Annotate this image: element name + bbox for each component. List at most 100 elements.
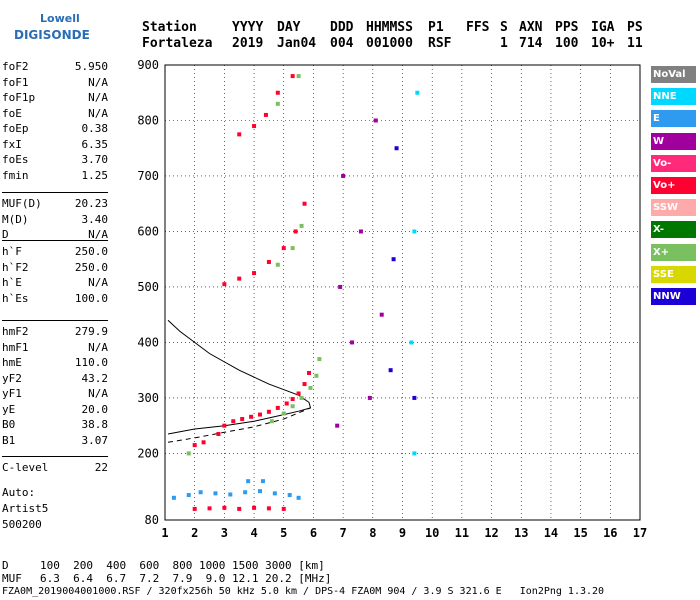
param-value: 20.0 — [81, 402, 109, 416]
x-tick-label: 5 — [280, 526, 287, 540]
data-point — [302, 201, 307, 206]
auto-code: 500200 — [2, 518, 42, 531]
data-point — [367, 395, 372, 400]
header-value: 004 — [330, 36, 354, 51]
header-label: PPS — [555, 20, 579, 35]
param-name: foE — [2, 106, 22, 120]
header-label: P1 — [428, 20, 444, 35]
data-point — [266, 259, 271, 264]
param-row: D N/A — [2, 228, 108, 245]
param-row: h`E N/A — [2, 276, 108, 293]
data-point — [275, 101, 280, 106]
param-value: N/A — [88, 387, 108, 400]
param-name: foEs — [2, 153, 29, 166]
x-tick-label: 8 — [369, 526, 376, 540]
data-point — [290, 246, 295, 251]
data-point — [258, 412, 262, 417]
data-point — [296, 74, 301, 79]
param-row: fxI 6.35 — [2, 138, 108, 155]
data-point — [284, 401, 289, 406]
param-row: h`F 250.0 — [2, 245, 108, 262]
data-point — [213, 491, 218, 496]
data-point — [296, 391, 301, 396]
y-tick-label: 700 — [137, 169, 159, 183]
param-name: C-level — [2, 461, 49, 474]
param-separator — [2, 240, 108, 241]
param-value: 279.9 — [74, 325, 108, 338]
x-tick-label: 12 — [484, 526, 498, 540]
param-separator — [2, 320, 108, 321]
digisonde-logo: Lowell DIGISONDE — [4, 6, 90, 46]
y-tick-label: 300 — [137, 391, 159, 405]
header-label: DAY — [277, 20, 301, 35]
x-tick-label: 9 — [399, 526, 406, 540]
legend-item: E — [651, 110, 696, 128]
x-tick-label: 14 — [544, 526, 558, 540]
param-value: 20.23 — [74, 197, 108, 210]
data-point — [171, 495, 176, 500]
distance-values: 100 200 400 600 800 1000 1500 3000 [km] — [40, 559, 325, 572]
header-label: FFS — [466, 20, 490, 35]
data-point — [281, 506, 286, 511]
param-name: yF1 — [2, 387, 22, 400]
param-value: N/A — [88, 340, 108, 354]
data-point — [266, 409, 271, 414]
data-point — [201, 440, 206, 445]
header-label: YYYY — [232, 20, 264, 35]
data-point — [192, 443, 197, 448]
param-name: h`F2 — [2, 260, 29, 274]
x-tick-label: 1 — [161, 526, 168, 540]
auto-label: Auto: — [2, 486, 36, 499]
param-name: M(D) — [2, 212, 29, 226]
data-point — [412, 395, 417, 400]
param-row: hmF2 279.9 — [2, 325, 108, 342]
data-point — [222, 423, 227, 428]
data-point — [249, 414, 254, 419]
x-tick-label: 17 — [633, 526, 647, 540]
data-point — [269, 419, 274, 424]
param-name: hmF2 — [2, 325, 29, 338]
legend-item: Vo+ — [651, 177, 696, 194]
param-name: h`E — [2, 276, 22, 289]
param-name: fxI — [2, 137, 22, 151]
x-tick-label: 11 — [455, 526, 469, 540]
header-value: RSF — [428, 36, 452, 51]
legend-item: NNW — [651, 288, 696, 305]
param-name: hmF1 — [2, 340, 29, 354]
legend-item: X+ — [651, 243, 696, 261]
param-value: 100.0 — [74, 291, 108, 305]
param-row: fmin 1.25 — [2, 169, 108, 186]
data-point — [409, 340, 414, 345]
header-value: Fortaleza — [142, 36, 213, 51]
header-value: Jan04 — [277, 36, 317, 51]
data-point — [263, 112, 268, 117]
param-name: foF2 — [2, 60, 29, 73]
header-value: 001000 — [366, 36, 413, 51]
data-point — [222, 282, 227, 287]
param-value: 5.950 — [74, 60, 108, 73]
header-value: 714 — [519, 36, 543, 51]
legend-item: NNE — [651, 88, 696, 106]
data-point — [314, 373, 319, 378]
x-tick-label: 16 — [603, 526, 617, 540]
param-value: 250.0 — [74, 260, 108, 274]
data-point — [231, 419, 236, 424]
param-row: hmF1 N/A — [2, 341, 108, 358]
data-point — [258, 489, 262, 494]
data-point — [275, 262, 280, 267]
header-label: Station — [142, 20, 197, 35]
param-row: foE N/A — [2, 107, 108, 124]
x-tick-label: 3 — [221, 526, 228, 540]
param-name: foF1p — [2, 91, 36, 104]
header-value: 100 — [555, 36, 579, 51]
legend-item: NoVal — [651, 66, 696, 83]
param-row: yE 20.0 — [2, 403, 108, 420]
data-point — [290, 404, 295, 409]
param-row: B0 38.8 — [2, 418, 108, 435]
data-point — [290, 74, 295, 79]
distance-row: D 100 200 400 600 800 1000 1500 3000 [km] — [2, 559, 325, 572]
param-value: N/A — [88, 276, 108, 289]
y-tick-label: 900 — [137, 58, 159, 72]
data-point — [338, 284, 343, 289]
header-label: PS — [627, 20, 643, 35]
